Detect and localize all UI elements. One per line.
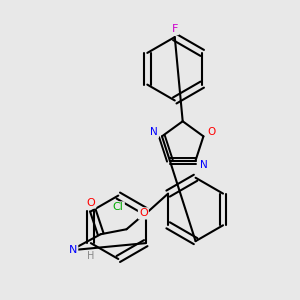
Text: H: H bbox=[87, 251, 94, 261]
Text: F: F bbox=[172, 24, 178, 34]
Text: N: N bbox=[69, 245, 77, 255]
Text: N: N bbox=[200, 160, 207, 170]
Text: Cl: Cl bbox=[113, 202, 124, 212]
Text: O: O bbox=[139, 208, 148, 218]
Text: N: N bbox=[150, 128, 158, 137]
Text: O: O bbox=[86, 197, 95, 208]
Text: O: O bbox=[207, 128, 215, 137]
